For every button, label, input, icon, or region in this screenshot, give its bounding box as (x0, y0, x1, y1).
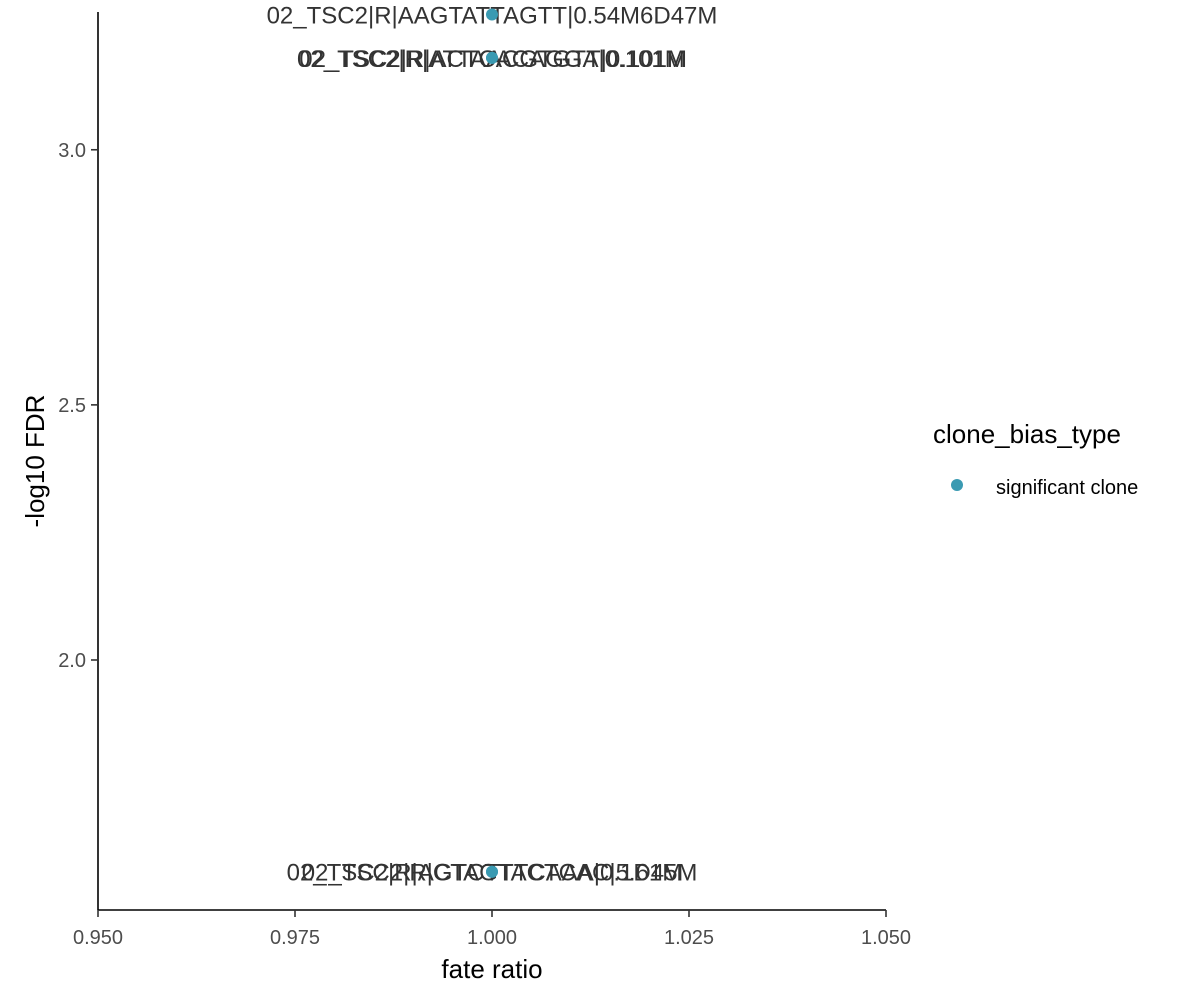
data-point (486, 865, 498, 878)
legend: clone_bias_type significant clone (933, 419, 1138, 499)
data-point (486, 51, 498, 64)
data-points (486, 8, 498, 878)
y-axis-title: -log10 FDR (20, 395, 50, 528)
y-tick-label: 2.0 (58, 650, 86, 672)
legend-title: clone_bias_type (933, 419, 1121, 449)
x-tick-label: 1.050 (861, 927, 911, 949)
x-axis-title: fate ratio (441, 954, 542, 984)
legend-label-significant-clone: significant clone (996, 477, 1138, 499)
legend-key-significant-clone (951, 479, 963, 491)
y-tick-label: 3.0 (58, 140, 86, 162)
y-axis-ticks: 2.0 2.5 3.0 (58, 140, 98, 672)
x-tick-label: 1.000 (467, 927, 517, 949)
y-tick-label: 2.5 (58, 395, 86, 417)
data-point (486, 8, 498, 21)
x-tick-label: 1.025 (664, 927, 714, 949)
x-tick-label: 0.950 (73, 927, 123, 949)
x-axis-ticks: 0.950 0.975 1.000 1.025 1.050 (73, 910, 911, 949)
x-tick-label: 0.975 (270, 927, 320, 949)
